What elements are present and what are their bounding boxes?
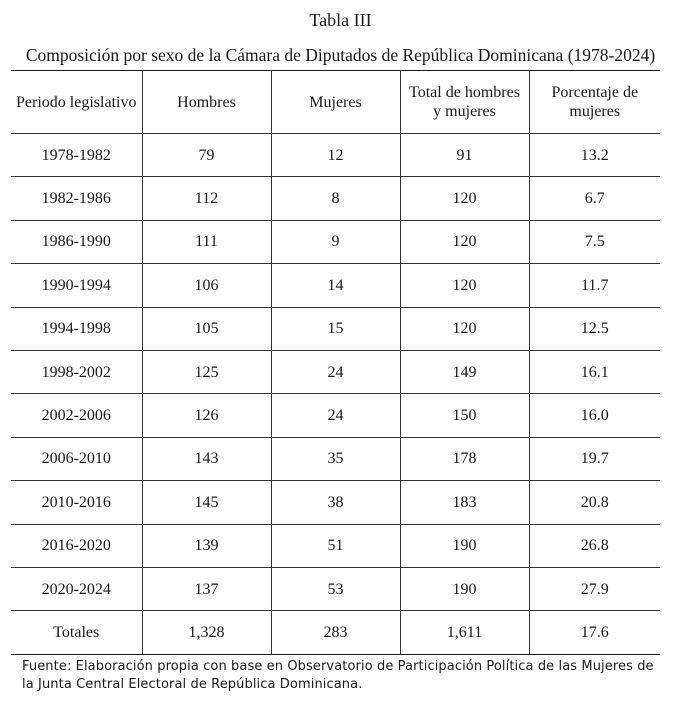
cell-total: 120 bbox=[399, 263, 530, 308]
cell-porcentaje: 27.9 bbox=[528, 566, 660, 612]
cell-hombres: 137 bbox=[141, 566, 272, 612]
cell-total: 190 bbox=[399, 566, 530, 612]
table-row: 1998-2002 125 24 149 16.1 bbox=[11, 349, 660, 395]
cell-periodo: 2006-2010 bbox=[11, 436, 143, 482]
cell-total: 120 bbox=[399, 176, 530, 221]
table-row: 2020-2024 137 53 190 27.9 bbox=[11, 566, 660, 612]
table-row: 2010-2016 145 38 183 20.8 bbox=[11, 480, 660, 525]
cell-hombres: 79 bbox=[141, 132, 272, 178]
cell-mujeres: 9 bbox=[270, 219, 401, 265]
cell-periodo: 1990-1994 bbox=[11, 263, 143, 308]
cell-porcentaje: 6.7 bbox=[528, 176, 660, 221]
cell-periodo: 1994-1998 bbox=[11, 306, 143, 351]
data-table: Periodo legislativo Hombres Mujeres Tota… bbox=[11, 70, 660, 655]
table-row: 1986-1990 111 9 120 7.5 bbox=[11, 219, 660, 265]
table-row: 1990-1994 106 14 120 11.7 bbox=[11, 263, 660, 308]
cell-periodo: 2016-2020 bbox=[11, 523, 143, 568]
cell-mujeres: 53 bbox=[270, 566, 401, 612]
header-porcentaje: Porcentaje de mujeres bbox=[528, 70, 660, 134]
cell-periodo: 2020-2024 bbox=[11, 566, 143, 612]
cell-total: 178 bbox=[399, 436, 530, 482]
header-hombres: Hombres bbox=[141, 70, 272, 134]
header-periodo: Periodo legislativo bbox=[11, 70, 143, 134]
cell-periodo: 1982-1986 bbox=[11, 176, 143, 221]
table-body: 1978-1982 79 12 91 13.2 1982-1986 112 8 120 6.7 19… bbox=[11, 132, 660, 655]
cell-mujeres: 14 bbox=[270, 263, 401, 308]
cell-mujeres: 8 bbox=[270, 176, 401, 221]
cell-mujeres: 283 bbox=[270, 610, 401, 655]
table-row: 2002-2006 126 24 150 16.0 bbox=[11, 393, 660, 438]
table-row: 2006-2010 143 35 178 19.7 bbox=[11, 436, 660, 482]
cell-hombres: 125 bbox=[141, 349, 272, 395]
cell-periodo: 1978-1982 bbox=[11, 132, 143, 178]
cell-periodo: Totales bbox=[11, 610, 143, 655]
cell-mujeres: 24 bbox=[270, 393, 401, 438]
source-note: Fuente: Elaboración propia con base en O… bbox=[22, 659, 654, 692]
cell-hombres: 106 bbox=[141, 263, 272, 308]
cell-mujeres: 15 bbox=[270, 306, 401, 351]
cell-hombres: 139 bbox=[141, 523, 272, 568]
cell-porcentaje: 17.6 bbox=[528, 610, 660, 655]
cell-hombres: 126 bbox=[141, 393, 272, 438]
cell-total: 120 bbox=[399, 219, 530, 265]
cell-porcentaje: 13.2 bbox=[528, 132, 660, 178]
cell-hombres: 145 bbox=[141, 480, 272, 525]
cell-hombres: 105 bbox=[141, 306, 272, 351]
cell-total: 1,611 bbox=[399, 610, 530, 655]
cell-hombres: 1,328 bbox=[141, 610, 272, 655]
table-title: Tabla III bbox=[309, 10, 372, 30]
cell-mujeres: 38 bbox=[270, 480, 401, 525]
cell-total: 149 bbox=[399, 349, 530, 395]
table-subtitle: Composición por sexo de la Cámara de Dip… bbox=[25, 45, 656, 65]
table-row: 1982-1986 112 8 120 6.7 bbox=[11, 176, 660, 221]
cell-mujeres: 12 bbox=[270, 132, 401, 178]
cell-mujeres: 35 bbox=[270, 436, 401, 482]
header-total: Total de hombres y mujeres bbox=[399, 70, 530, 134]
cell-porcentaje: 19.7 bbox=[528, 436, 660, 482]
table-row: 1978-1982 79 12 91 13.2 bbox=[11, 132, 660, 178]
cell-total: 91 bbox=[399, 132, 530, 178]
table-row: 2016-2020 139 51 190 26.8 bbox=[11, 523, 660, 568]
cell-total: 150 bbox=[399, 393, 530, 438]
cell-periodo: 2002-2006 bbox=[11, 393, 143, 438]
cell-periodo: 1998-2002 bbox=[11, 349, 143, 395]
cell-porcentaje: 7.5 bbox=[528, 219, 660, 265]
table-row: 1994-1998 105 15 120 12.5 bbox=[11, 306, 660, 351]
cell-porcentaje: 16.0 bbox=[528, 393, 660, 438]
cell-porcentaje: 26.8 bbox=[528, 523, 660, 568]
cell-hombres: 111 bbox=[141, 219, 272, 265]
cell-total: 190 bbox=[399, 523, 530, 568]
cell-hombres: 143 bbox=[141, 436, 272, 482]
cell-periodo: 2010-2016 bbox=[11, 480, 143, 525]
header-mujeres: Mujeres bbox=[270, 70, 401, 134]
totals-row: Totales 1,328 283 1,611 17.6 bbox=[11, 610, 660, 655]
cell-mujeres: 51 bbox=[270, 523, 401, 568]
cell-porcentaje: 12.5 bbox=[528, 306, 660, 351]
cell-porcentaje: 16.1 bbox=[528, 349, 660, 395]
cell-hombres: 112 bbox=[141, 176, 272, 221]
cell-total: 183 bbox=[399, 480, 530, 525]
cell-total: 120 bbox=[399, 306, 530, 351]
cell-mujeres: 24 bbox=[270, 349, 401, 395]
header-row: Periodo legislativo Hombres Mujeres Tota… bbox=[11, 70, 660, 134]
cell-porcentaje: 11.7 bbox=[528, 263, 660, 308]
cell-periodo: 1986-1990 bbox=[11, 219, 143, 265]
cell-porcentaje: 20.8 bbox=[528, 480, 660, 525]
